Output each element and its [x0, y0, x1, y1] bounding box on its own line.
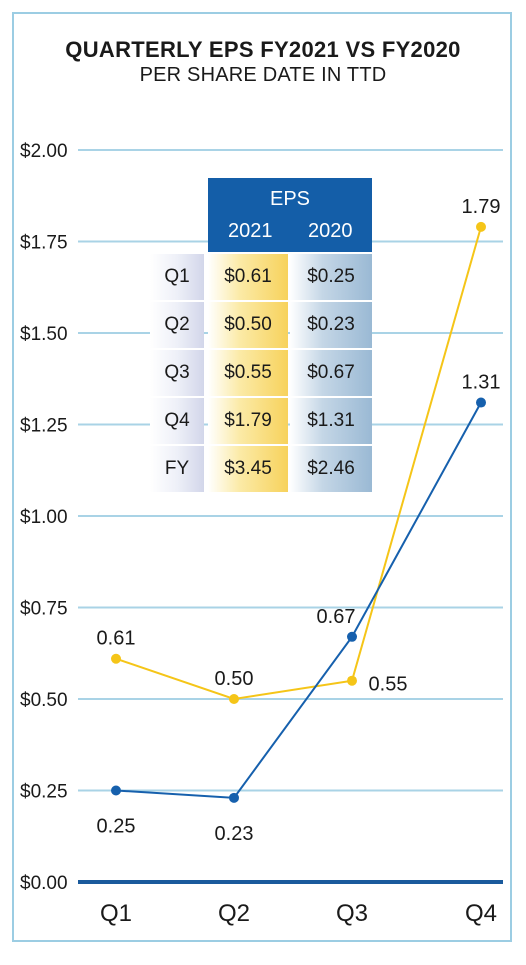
eps-table: EPS 2021 2020 Q1 $0.61 $0.25 Q2 $0.50 $0…	[150, 178, 372, 494]
cell-2020: $0.67	[290, 350, 372, 396]
cell-2020: $0.25	[290, 254, 372, 300]
data-label: 0.50	[215, 668, 254, 690]
data-point	[347, 631, 357, 642]
y-tick-label: $0.75	[20, 599, 68, 620]
table-header: EPS 2021 2020	[208, 178, 372, 252]
row-label: Q4	[150, 398, 204, 444]
cell-2020: $2.46	[290, 446, 372, 492]
row-label: Q2	[150, 302, 204, 348]
y-tick-label: $1.50	[20, 324, 68, 345]
cell-2020: $0.23	[290, 302, 372, 348]
table-row: Q1 $0.61 $0.25	[150, 254, 372, 301]
table-row: Q3 $0.55 $0.67	[150, 350, 372, 397]
cell-2021: $0.50	[208, 302, 288, 348]
data-label: 1.79	[462, 196, 501, 218]
data-point	[229, 694, 239, 704]
chart-title: QUARTERLY EPS FY2021 VS FY2020	[65, 37, 461, 62]
data-point	[111, 653, 121, 664]
cell-2021: $0.61	[208, 254, 288, 300]
data-label: 0.23	[215, 823, 254, 845]
row-label: FY	[150, 446, 204, 492]
data-point	[476, 397, 486, 408]
cell-2021: $0.55	[208, 350, 288, 396]
chart-frame	[12, 12, 512, 942]
data-label: 0.61	[97, 628, 136, 650]
table-row: Q4 $1.79 $1.31	[150, 398, 372, 445]
table-row: Q2 $0.50 $0.23	[150, 302, 372, 349]
cell-2020: $1.31	[290, 398, 372, 444]
y-tick-label: $0.50	[20, 690, 68, 711]
y-tick-label: $0.25	[20, 782, 68, 803]
table-column-2021: 2021	[228, 220, 273, 242]
data-label: 0.25	[97, 816, 136, 838]
x-tick-label: Q2	[218, 900, 250, 927]
y-tick-label: $0.00	[20, 873, 68, 894]
table-row: FY $3.45 $2.46	[150, 446, 372, 493]
cell-2021: $3.45	[208, 446, 288, 492]
series-line-2021	[115, 226, 482, 701]
table-header-label: EPS	[269, 188, 311, 210]
x-tick-label: Q3	[336, 900, 368, 927]
data-label: 0.55	[369, 674, 408, 696]
y-tick-label: $1.00	[20, 507, 68, 528]
x-tick-label: Q1	[100, 900, 132, 927]
data-point	[347, 675, 357, 686]
row-label: Q1	[150, 254, 204, 300]
series-line-2020	[115, 402, 482, 799]
x-tick-label: Q4	[465, 900, 497, 927]
cell-2021: $1.79	[208, 398, 288, 444]
data-label: 1.31	[462, 372, 501, 394]
y-tick-label: $1.75	[20, 233, 68, 254]
data-point	[476, 221, 486, 232]
data-label: 0.67	[317, 606, 356, 628]
y-tick-label: $2.00	[20, 141, 68, 162]
table-column-2020: 2020	[308, 220, 353, 242]
chart-subtitle: PER SHARE DATE IN TTD	[139, 64, 387, 86]
row-label: Q3	[150, 350, 204, 396]
y-tick-label: $1.25	[20, 416, 68, 437]
data-point	[111, 785, 121, 796]
data-point	[229, 792, 239, 803]
